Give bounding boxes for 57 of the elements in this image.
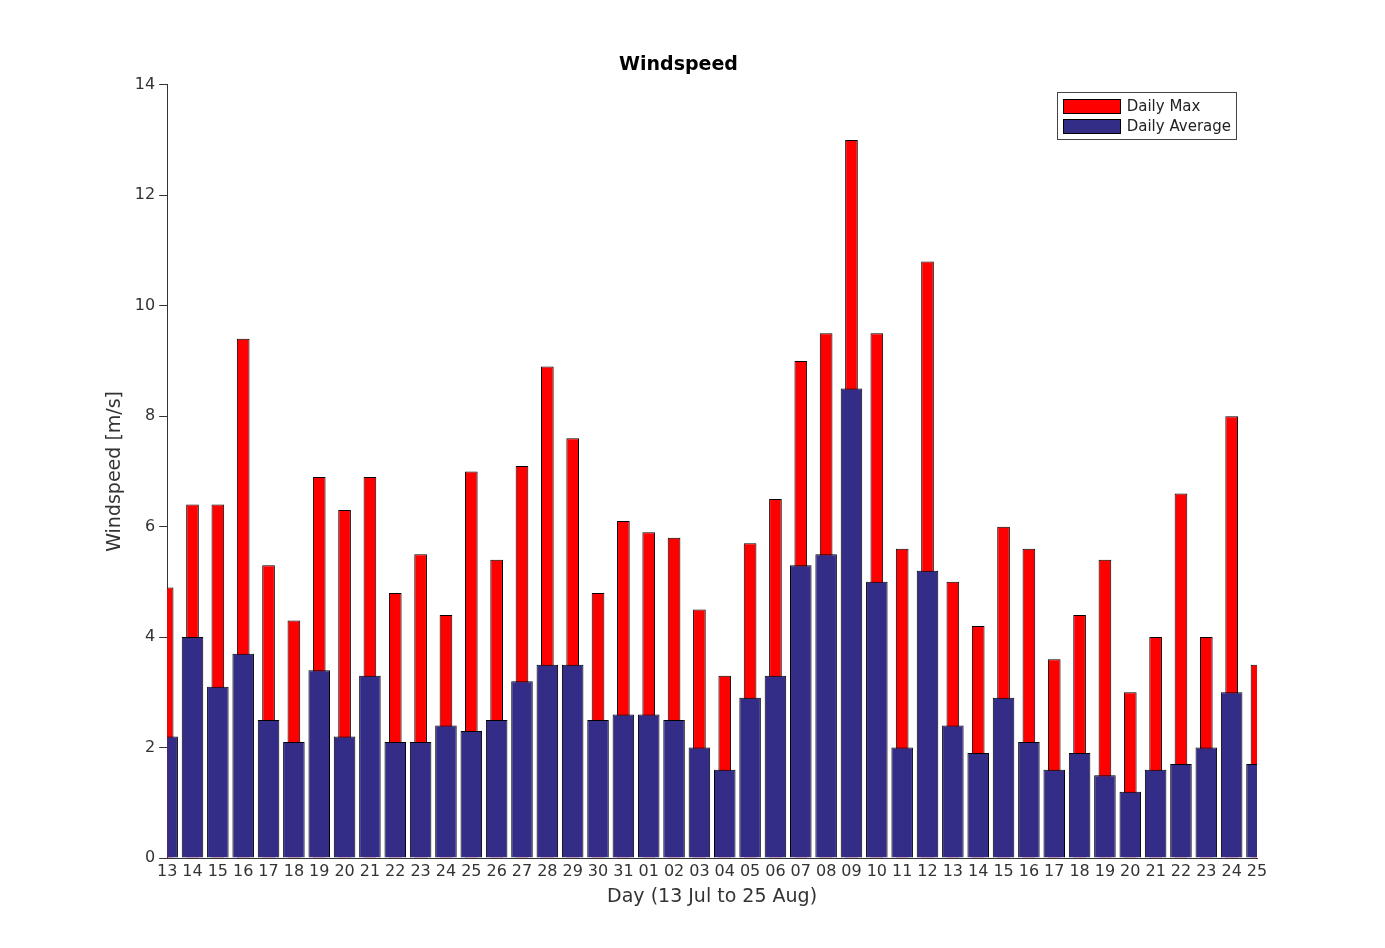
x-tick-label: 21 [359,860,381,880]
x-tick-label: 20 [334,860,355,880]
x-tick-label: 30 [587,860,609,880]
x-tick-label: 16 [233,860,254,880]
x-tick-label: 25 [1246,860,1268,880]
x-tick-label: 06 [765,860,786,880]
x-tick-label: 24 [435,860,457,880]
x-tick-label: 27 [511,860,533,880]
x-axis-title: Day (13 Jul to 25 Aug) [607,883,818,906]
x-tick-label: 14 [182,860,203,880]
x-tick-label: 19 [1094,860,1116,880]
legend-label: Daily Average [1126,116,1231,136]
x-tick-label: 18 [283,860,305,880]
x-tick-label: 15 [993,860,1014,880]
x-tick-label: 04 [714,860,735,880]
legend-label: Daily Max [1126,96,1201,116]
x-tick-label: 10 [866,860,887,880]
x-tick-label: 01 [638,860,659,880]
x-tick-label: 07 [790,860,811,880]
x-tick-label: 11 [891,860,913,880]
x-tick-label: 13 [942,860,964,880]
x-tick-label: 08 [815,860,837,880]
x-tick-label: 26 [486,860,507,880]
x-tick-label: 31 [613,860,634,880]
x-tick-label: 13 [156,860,178,880]
x-tick-label: 03 [689,860,710,880]
y-tick-label: 12 [134,184,156,204]
x-tick-label: 19 [309,860,330,880]
x-tick-label: 29 [562,860,583,880]
y-tick-label: 0 [144,847,156,867]
x-tick-label: 23 [410,860,431,880]
x-tick-label: 28 [537,860,558,880]
x-tick-label: 25 [461,860,482,880]
y-axis-title: Windspeed [m/s] [102,390,125,552]
y-tick-label: 14 [134,73,156,93]
x-tick-label: 17 [1044,860,1065,880]
x-tick-label: 12 [917,860,938,880]
x-tick-label: 18 [1069,860,1090,880]
chart-title: Windspeed [619,52,738,75]
x-tick-label: 24 [1221,860,1242,880]
x-tick-label: 09 [841,860,862,880]
x-tick-label: 17 [258,860,279,880]
x-tick-label: 05 [739,860,761,880]
x-tick-label: 20 [1120,860,1141,880]
x-tick-label: 14 [968,860,989,880]
y-tick-label: 8 [144,405,156,425]
y-tick-label: 4 [144,626,156,646]
x-tick-label: 23 [1196,860,1217,880]
x-tick-label: 22 [1170,860,1192,880]
y-tick-label: 10 [134,294,156,314]
x-tick-label: 02 [663,860,685,880]
x-tick-label: 16 [1018,860,1040,880]
x-tick-label: 21 [1145,860,1166,880]
y-tick-label: 6 [144,515,156,535]
x-tick-label: 22 [385,860,406,880]
y-tick-label: 2 [144,736,156,756]
x-tick-label: 15 [207,860,229,880]
